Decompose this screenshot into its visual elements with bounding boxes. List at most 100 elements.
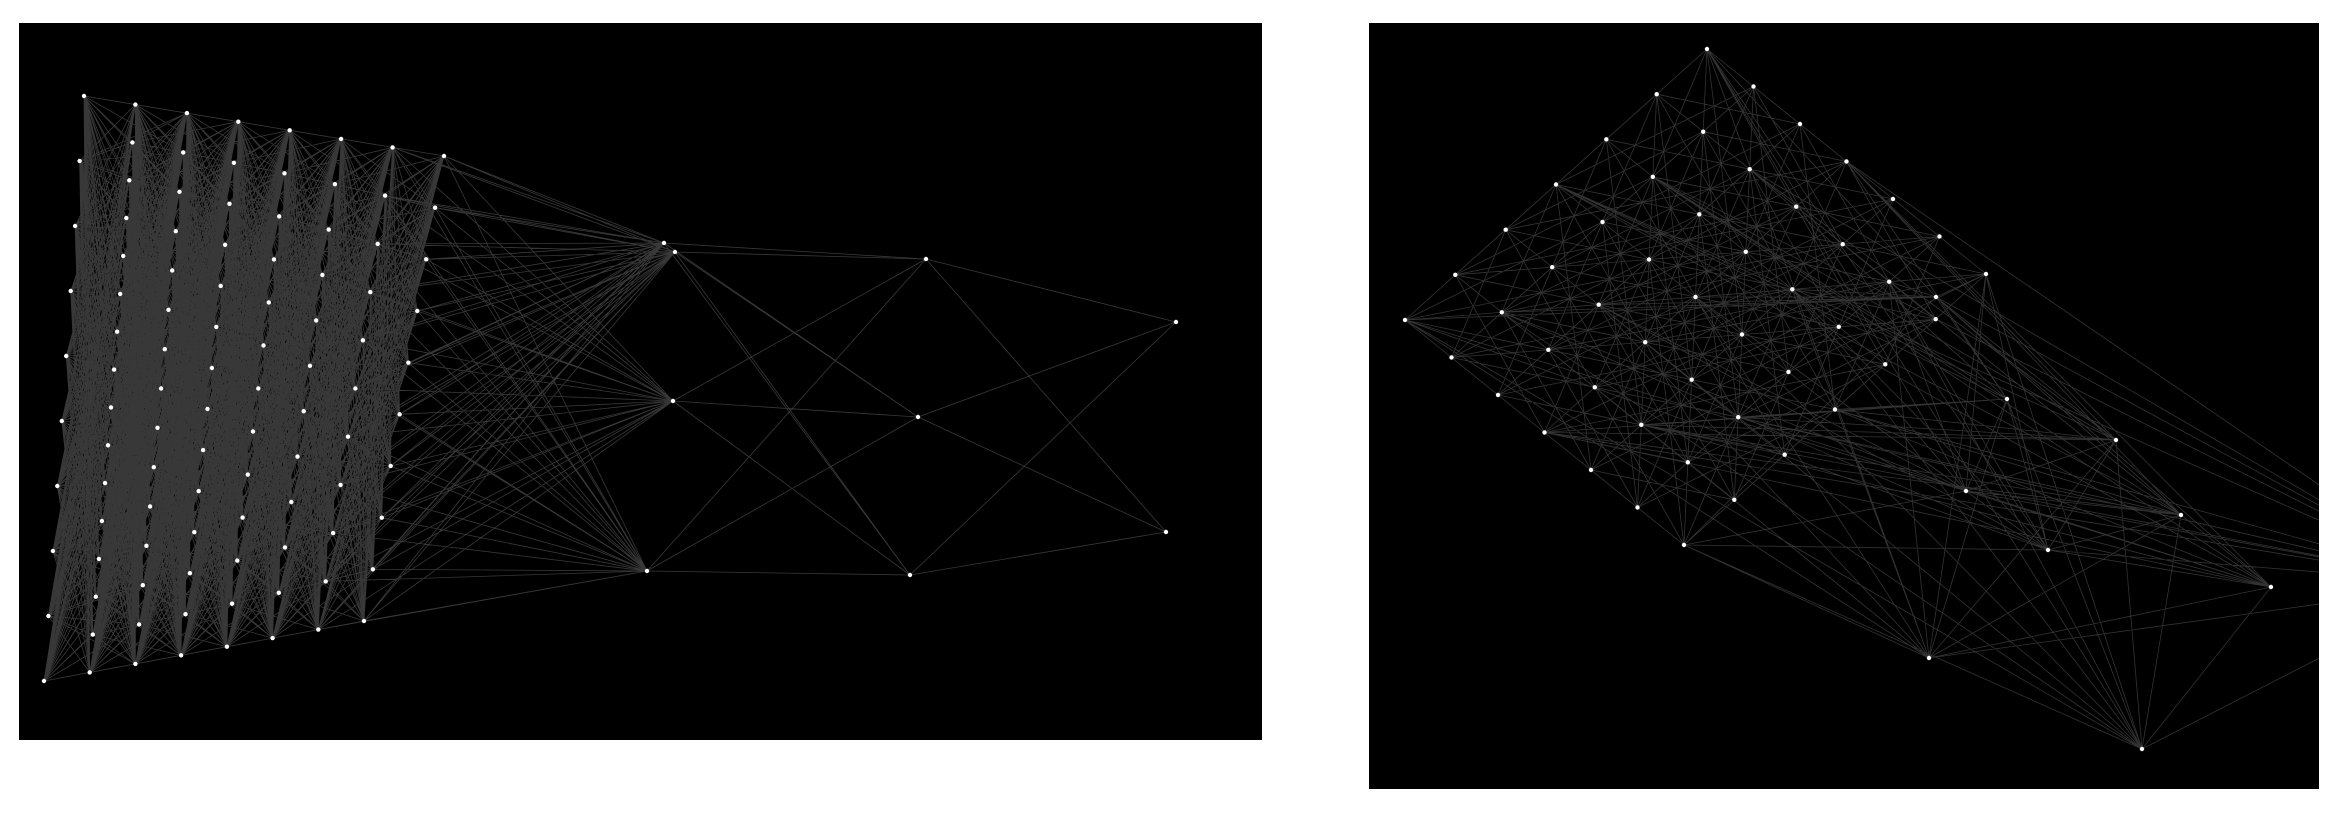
node <box>46 613 51 619</box>
node <box>406 360 411 365</box>
node <box>1553 182 1559 187</box>
node <box>1643 340 1648 345</box>
node <box>1596 302 1601 307</box>
node <box>1453 272 1458 277</box>
node <box>1983 271 1989 277</box>
node <box>200 447 206 453</box>
node <box>316 627 321 632</box>
node <box>1797 121 1803 127</box>
node <box>1963 488 1969 494</box>
node <box>245 472 250 477</box>
node <box>287 128 292 133</box>
node <box>2268 584 2274 590</box>
nodes <box>41 93 1179 684</box>
node <box>271 257 277 262</box>
node <box>235 558 240 563</box>
node <box>173 229 178 234</box>
node <box>915 414 921 420</box>
node <box>183 612 188 617</box>
left-network-panel <box>19 23 1262 740</box>
node <box>59 418 64 424</box>
node <box>1736 415 1741 420</box>
node <box>114 329 120 334</box>
node <box>133 102 138 107</box>
node <box>388 463 393 469</box>
node <box>166 307 171 312</box>
node <box>118 291 123 297</box>
node <box>1794 204 1799 209</box>
edges <box>1404 48 2319 750</box>
node <box>136 622 142 627</box>
node <box>1926 655 1932 661</box>
node <box>1844 159 1849 164</box>
node <box>375 241 380 247</box>
node <box>1173 319 1179 325</box>
node <box>1933 317 1938 322</box>
node <box>338 136 344 142</box>
node <box>55 483 60 489</box>
node <box>64 353 69 359</box>
node <box>1782 452 1787 457</box>
node <box>93 594 99 599</box>
node <box>390 145 395 150</box>
left-network-graph <box>41 93 1179 684</box>
node <box>2139 746 2145 752</box>
node <box>222 242 228 247</box>
node <box>345 434 351 439</box>
node <box>170 268 175 273</box>
node <box>224 644 230 649</box>
node <box>270 635 275 641</box>
node <box>1836 324 1841 329</box>
node <box>1883 362 1888 367</box>
node <box>361 618 367 624</box>
node <box>68 288 73 294</box>
node <box>162 347 167 352</box>
node <box>178 653 184 658</box>
node <box>276 590 281 595</box>
node <box>1495 392 1501 398</box>
node <box>1832 407 1838 412</box>
node <box>147 504 153 509</box>
node <box>1163 529 1169 535</box>
node <box>907 572 913 578</box>
right-network-panel <box>1369 23 2319 789</box>
node <box>240 515 245 520</box>
node <box>108 405 114 410</box>
node <box>1840 242 1845 247</box>
node <box>370 567 376 572</box>
node <box>2004 396 2010 402</box>
node <box>2178 512 2184 518</box>
node <box>266 300 271 305</box>
node <box>320 272 325 278</box>
node <box>1704 46 1710 52</box>
node <box>323 579 328 584</box>
node <box>415 308 420 314</box>
node <box>236 119 241 124</box>
node <box>81 93 87 99</box>
node <box>1937 234 1942 239</box>
node <box>923 256 929 262</box>
edge-paths <box>1404 48 2319 750</box>
node <box>90 632 96 637</box>
node <box>379 515 384 520</box>
node <box>295 454 300 459</box>
node <box>1790 287 1795 292</box>
node <box>124 215 129 221</box>
node <box>181 150 186 155</box>
node <box>111 367 117 372</box>
node <box>1681 542 1687 548</box>
node <box>424 257 429 262</box>
node <box>99 518 105 524</box>
node <box>96 556 102 562</box>
node <box>130 140 135 145</box>
node <box>229 601 235 606</box>
node <box>330 530 336 536</box>
node <box>1689 377 1694 382</box>
node <box>644 568 650 574</box>
node <box>209 365 215 371</box>
node <box>1654 92 1659 97</box>
edges <box>43 95 1177 682</box>
node <box>1646 257 1652 262</box>
node <box>184 110 190 116</box>
node <box>227 201 232 206</box>
